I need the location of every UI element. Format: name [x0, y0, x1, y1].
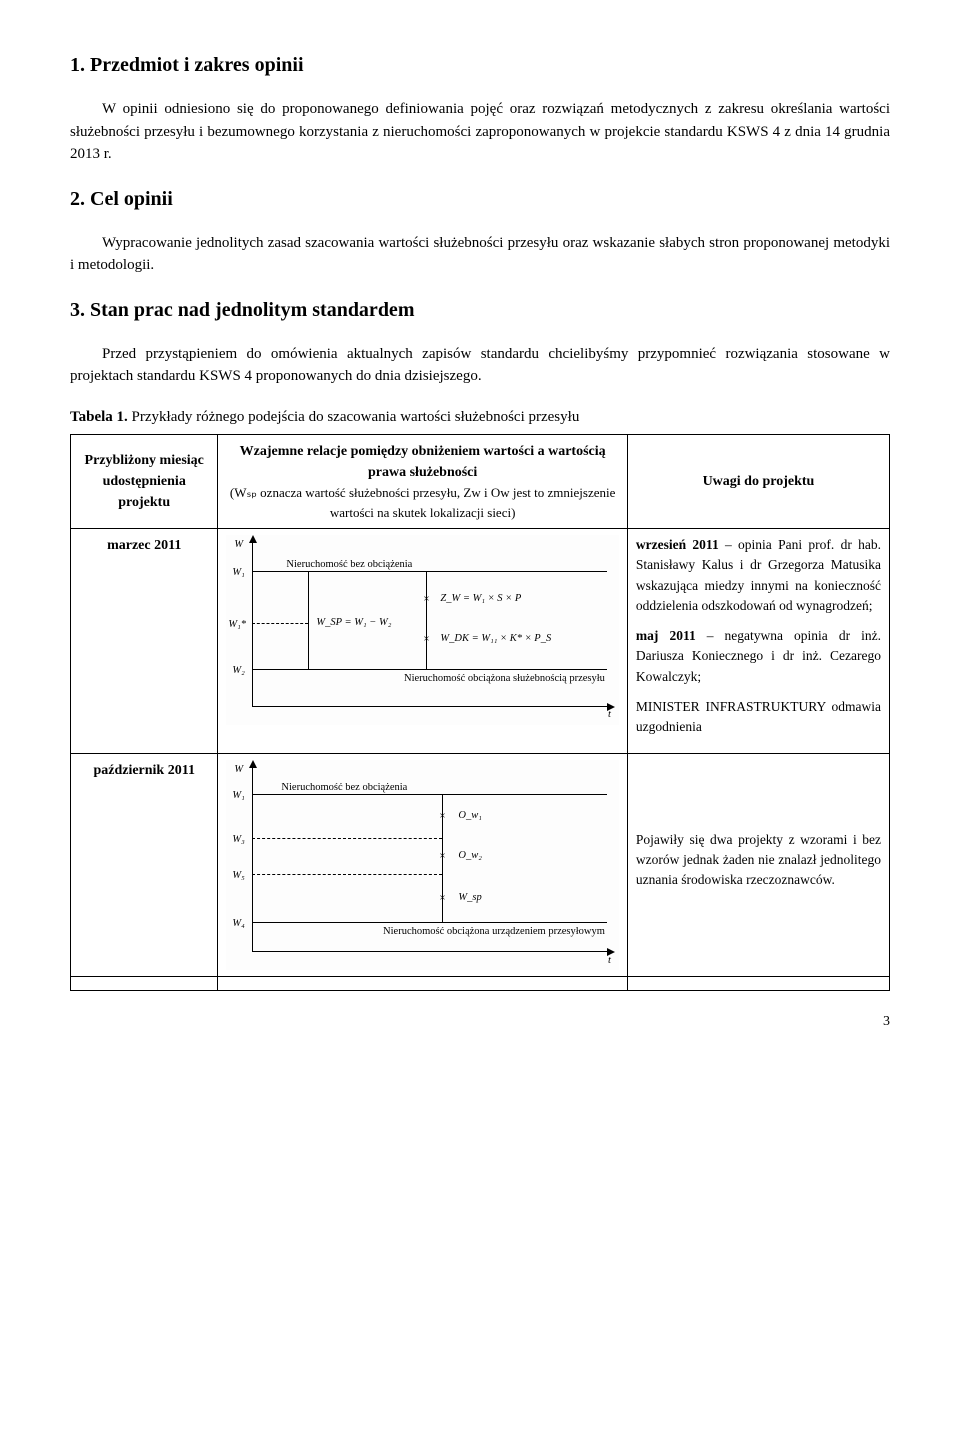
table-row: październik 2011 W W₁ W₃ W₅ W₄ Nieruchom… — [71, 754, 890, 977]
page-number: 3 — [70, 1011, 890, 1032]
diagram-1: W W₁ W₁* W₂ Nieruchomość bez obciążenia … — [226, 535, 619, 725]
row2-diagram-cell: W W₁ W₃ W₅ W₄ Nieruchomość bez obciążeni… — [218, 754, 628, 977]
empty-cell — [71, 977, 218, 991]
table-row: marzec 2011 W W₁ W₁* W₂ Nieruchomość bez… — [71, 529, 890, 754]
diag2-t-label: t — [608, 953, 611, 969]
row1-note-3: MINISTER INFRASTRUKTURY odmawia uzgodnie… — [636, 697, 881, 738]
empty-cell — [218, 977, 628, 991]
row2-month: październik 2011 — [71, 754, 218, 977]
diag1-bottom-right-label: Nieruchomość obciążona służebnością prze… — [404, 671, 605, 687]
diag1-cross-1-icon: × — [423, 595, 431, 603]
diag2-cross-1-icon: × — [439, 812, 447, 820]
diag1-wdk-eq: W_DK = W₁₁ × K* × P_S — [440, 631, 551, 647]
table-row-empty — [71, 977, 890, 991]
diag2-cross-2-icon: × — [439, 852, 447, 860]
comparison-table: Przybliżony miesiąc udostępnienia projek… — [70, 434, 890, 991]
diag2-wsp: W_sp — [458, 890, 481, 906]
empty-cell — [627, 977, 889, 991]
table-caption: Tabela 1. Przykłady różnego podejścia do… — [70, 406, 890, 429]
diag1-W1star-label: W₁* — [228, 617, 246, 633]
row1-note-2-bold: maj 2011 — [636, 628, 696, 643]
diag1-W1-label: W₁ — [232, 565, 244, 581]
diag2-line-w4 — [252, 922, 607, 923]
diag1-zw-eq: Z_W = W₁ × S × P — [440, 591, 521, 607]
table-caption-label: Tabela 1. — [70, 409, 128, 425]
header-relations-title: Wzajemne relacje pomiędzy obniżeniem war… — [226, 441, 619, 483]
diag2-W5-label: W₅ — [232, 868, 244, 884]
diag1-cross-2-icon: × — [423, 635, 431, 643]
diag2-cross-3-icon: × — [439, 894, 447, 902]
section-2-heading: 2. Cel opinii — [70, 184, 890, 214]
diag1-dash-mid — [252, 623, 308, 624]
diag1-W-label: W — [234, 537, 243, 553]
diag1-top-label: Nieruchomość bez obciążenia — [286, 557, 412, 573]
row1-month: marzec 2011 — [71, 529, 218, 754]
diag1-vline-left — [308, 571, 309, 669]
diag2-dash-w5 — [252, 874, 442, 875]
diagram-2: W W₁ W₃ W₅ W₄ Nieruchomość bez obciążeni… — [226, 760, 619, 970]
diag1-t-label: t — [608, 707, 611, 723]
diag2-top-label: Nieruchomość bez obciążenia — [281, 780, 407, 796]
header-relations: Wzajemne relacje pomiędzy obniżeniem war… — [218, 435, 628, 529]
diag2-ow1: O_w₁ — [458, 808, 482, 824]
row2-note-1: Pojawiły się dwa projekty z wzorami i be… — [636, 830, 881, 891]
row1-month-text: marzec 2011 — [107, 538, 181, 553]
diag2-W-label: W — [234, 762, 243, 778]
diag2-arrow-up-icon — [249, 760, 257, 768]
row1-diagram-cell: W W₁ W₁* W₂ Nieruchomość bez obciążenia … — [218, 529, 628, 754]
diag1-arrow-up-icon — [249, 535, 257, 543]
row1-note-1-bold: wrzesień 2011 — [636, 537, 719, 552]
diag2-W3-label: W₃ — [232, 832, 244, 848]
diag2-W1-label: W₁ — [232, 788, 244, 804]
section-1-para: W opinii odniesiono się do proponowanego… — [70, 98, 890, 166]
section-1-heading: 1. Przedmiot i zakres opinii — [70, 50, 890, 80]
header-notes: Uwagi do projektu — [627, 435, 889, 529]
diag1-yaxis — [252, 541, 253, 707]
header-month: Przybliżony miesiąc udostępnienia projek… — [71, 435, 218, 529]
diag1-W2-label: W₂ — [232, 663, 244, 679]
row1-notes: wrzesień 2011 – opinia Pani prof. dr hab… — [627, 529, 889, 754]
row1-note-2: maj 2011 – negatywna opinia dr inż. Dari… — [636, 626, 881, 687]
diag2-W4-label: W₄ — [232, 916, 244, 932]
row1-note-1: wrzesień 2011 – opinia Pani prof. dr hab… — [636, 535, 881, 616]
section-3-heading: 3. Stan prac nad jednolitym standardem — [70, 295, 890, 325]
section-3-para: Przed przystąpieniem do omówienia aktual… — [70, 343, 890, 388]
diag2-xaxis — [252, 951, 609, 952]
diag1-vline-right — [426, 571, 427, 669]
section-2-para: Wypracowanie jednolitych zasad szacowani… — [70, 232, 890, 277]
row2-month-text: październik 2011 — [93, 763, 195, 778]
diag1-xaxis — [252, 706, 609, 707]
diag2-ow2: O_w₂ — [458, 848, 482, 864]
diag1-wsp-eq: W_SP = W₁ − W₂ — [316, 615, 391, 631]
diag2-bottom-right-label: Nieruchomość obciążona urządzeniem przes… — [383, 924, 605, 940]
diag2-dash-w3 — [252, 838, 442, 839]
header-relations-sub: (Wₛₚ oznacza wartość służebności przesył… — [226, 483, 619, 522]
table-header-row: Przybliżony miesiąc udostępnienia projek… — [71, 435, 890, 529]
table-caption-text: Przykłady różnego podejścia do szacowani… — [132, 409, 580, 425]
row2-notes: Pojawiły się dwa projekty z wzorami i be… — [627, 754, 889, 977]
diag1-line-bottom — [252, 669, 607, 670]
